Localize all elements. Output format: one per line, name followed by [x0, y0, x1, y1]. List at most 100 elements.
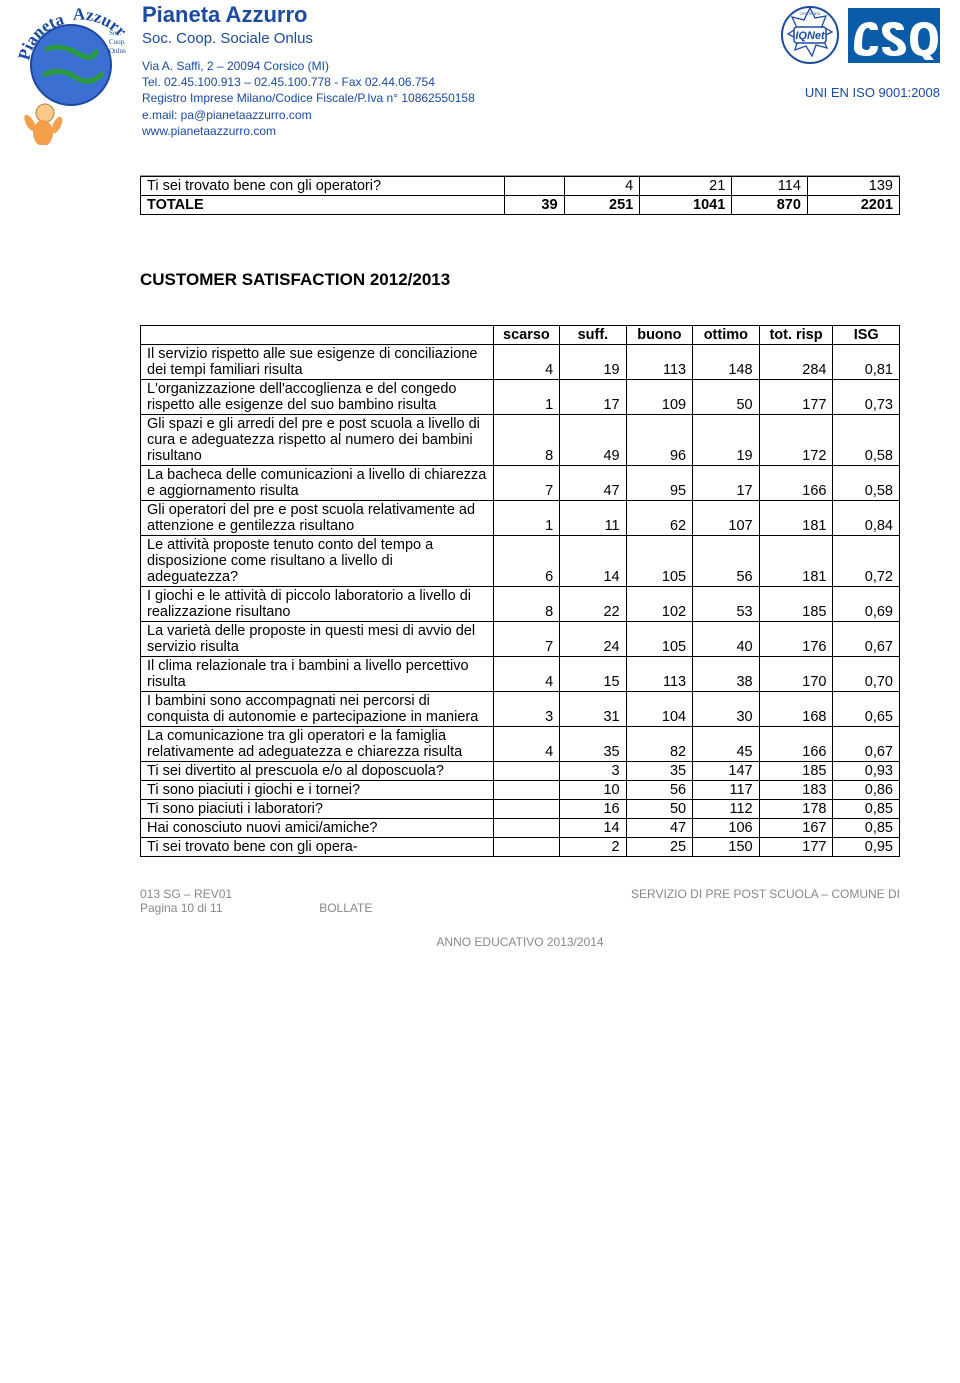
row-label: L'organizzazione dell'accoglienza e del …: [141, 380, 494, 415]
cell: 30: [693, 692, 759, 727]
cell: 0,67: [833, 622, 900, 657]
cell: [493, 762, 559, 781]
cell: 104: [626, 692, 692, 727]
addr-line: Via A. Saffi, 2 – 20094 Corsico (MI): [142, 58, 475, 74]
table-row: I bambini sono accompagnati nei percorsi…: [141, 692, 900, 727]
cell: 47: [560, 466, 626, 501]
cell: 31: [560, 692, 626, 727]
row-label: Ti sei trovato bene con gli operatori?: [141, 177, 505, 196]
cell: 50: [626, 800, 692, 819]
cell: 16: [560, 800, 626, 819]
cell: 1: [493, 380, 559, 415]
cell: 0,70: [833, 657, 900, 692]
row-label: Hai conosciuto nuovi amici/amiche?: [141, 819, 494, 838]
cell: 40: [693, 622, 759, 657]
cell: 0,58: [833, 466, 900, 501]
cell: 19: [560, 345, 626, 380]
cell: 0,67: [833, 727, 900, 762]
cell: 172: [759, 415, 833, 466]
cell: 148: [693, 345, 759, 380]
addr-line: Registro Imprese Milano/Codice Fiscale/P…: [142, 90, 475, 106]
col-header: suff.: [560, 326, 626, 345]
cell: 870: [732, 196, 808, 215]
cell: 181: [759, 536, 833, 587]
cell: 4: [564, 177, 640, 196]
row-label: Ti sei trovato bene con gli opera-: [141, 838, 494, 857]
cell: 147: [693, 762, 759, 781]
table-row: Il servizio rispetto alle sue esigenze d…: [141, 345, 900, 380]
csq-badge-icon: [848, 8, 940, 63]
row-label: La bacheca delle comunicazioni a livello…: [141, 466, 494, 501]
cell: 8: [493, 415, 559, 466]
table-row: Hai conosciuto nuovi amici/amiche?144710…: [141, 819, 900, 838]
cell: 24: [560, 622, 626, 657]
cell: 107: [693, 501, 759, 536]
cell: 166: [759, 466, 833, 501]
empty-header: [141, 326, 494, 345]
row-label: I bambini sono accompagnati nei percorsi…: [141, 692, 494, 727]
cell: 95: [626, 466, 692, 501]
cell: 185: [759, 587, 833, 622]
org-address: Via A. Saffi, 2 – 20094 Corsico (MI) Tel…: [142, 58, 475, 139]
svg-text:CERTIFIED: CERTIFIED: [799, 11, 820, 16]
cell: 2201: [807, 196, 899, 215]
cell: 113: [626, 657, 692, 692]
table-row: L'organizzazione dell'accoglienza e del …: [141, 380, 900, 415]
cell: 53: [693, 587, 759, 622]
cell: 150: [693, 838, 759, 857]
table-row: Gli operatori del pre e post scuola rela…: [141, 501, 900, 536]
cell: 3: [493, 692, 559, 727]
document-header: Pianeta Azzurro Soc. Coop. Onlus Pianeta…: [140, 0, 900, 176]
svg-text:IQNet: IQNet: [795, 30, 826, 42]
cell: 170: [759, 657, 833, 692]
cell: 35: [560, 727, 626, 762]
cell: 15: [560, 657, 626, 692]
svg-text:Onlus: Onlus: [109, 47, 126, 55]
total-row: TOTALE 39 251 1041 870 2201: [141, 196, 900, 215]
cell: 47: [626, 819, 692, 838]
summary-table: Ti sei trovato bene con gli operatori? 4…: [140, 176, 900, 215]
cell: 0,84: [833, 501, 900, 536]
cell: 177: [759, 838, 833, 857]
cell: 109: [626, 380, 692, 415]
cell: 62: [626, 501, 692, 536]
col-header: scarso: [493, 326, 559, 345]
row-label: Gli spazi e gli arredi del pre e post sc…: [141, 415, 494, 466]
cell: 251: [564, 196, 640, 215]
cell: 17: [693, 466, 759, 501]
col-header: ottimo: [693, 326, 759, 345]
cell: 11: [560, 501, 626, 536]
col-header: ISG: [833, 326, 900, 345]
cell: 284: [759, 345, 833, 380]
row-label: Ti sono piaciuti i giochi e i tornei?: [141, 781, 494, 800]
cell: 96: [626, 415, 692, 466]
cell: 49: [560, 415, 626, 466]
section-title: CUSTOMER SATISFACTION 2012/2013: [140, 270, 900, 290]
cell: 113: [626, 345, 692, 380]
footer-page: Pagina 10 di 11: [140, 901, 223, 915]
cell: 181: [759, 501, 833, 536]
cell: 185: [759, 762, 833, 781]
table-row: Il clima relazionale tra i bambini a liv…: [141, 657, 900, 692]
cell: 4: [493, 727, 559, 762]
header-row: scarso suff. buono ottimo tot. risp ISG: [141, 326, 900, 345]
table-row: La bacheca delle comunicazioni a livello…: [141, 466, 900, 501]
cell: 105: [626, 622, 692, 657]
row-label: Il servizio rispetto alle sue esigenze d…: [141, 345, 494, 380]
svg-text:Coop.: Coop.: [109, 38, 126, 46]
cell: 0,85: [833, 819, 900, 838]
table-row: Ti sei trovato bene con gli opera-225150…: [141, 838, 900, 857]
cell: 0,73: [833, 380, 900, 415]
cell: 22: [560, 587, 626, 622]
cell: 25: [626, 838, 692, 857]
cell: 56: [693, 536, 759, 587]
cell: 7: [493, 466, 559, 501]
iso-label: UNI EN ISO 9001:2008: [805, 85, 940, 100]
row-label: Gli operatori del pre e post scuola rela…: [141, 501, 494, 536]
cell: 14: [560, 819, 626, 838]
footer-year: ANNO EDUCATIVO 2013/2014: [140, 935, 900, 949]
cell: 0,86: [833, 781, 900, 800]
table-row: La varietà delle proposte in questi mesi…: [141, 622, 900, 657]
row-label: Le attività proposte tenuto conto del te…: [141, 536, 494, 587]
footer-loc: BOLLATE: [319, 901, 372, 915]
